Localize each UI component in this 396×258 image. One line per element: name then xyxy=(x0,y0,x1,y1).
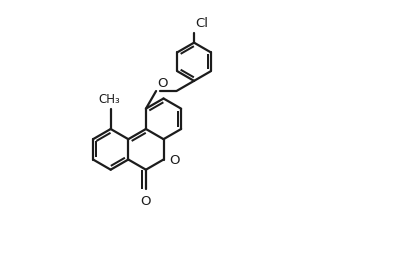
Text: O: O xyxy=(141,195,151,208)
Text: CH₃: CH₃ xyxy=(99,93,120,106)
Text: Cl: Cl xyxy=(195,17,208,29)
Text: O: O xyxy=(157,77,168,90)
Text: O: O xyxy=(169,154,179,167)
